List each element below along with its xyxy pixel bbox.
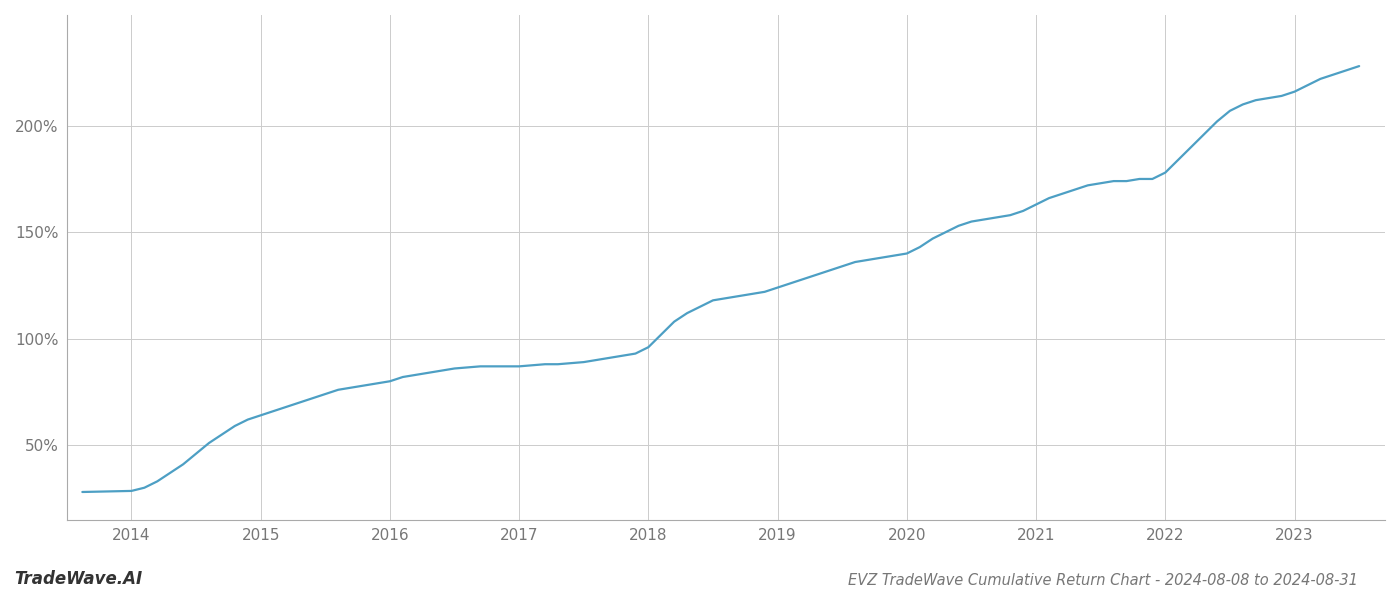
Text: TradeWave.AI: TradeWave.AI: [14, 570, 143, 588]
Text: EVZ TradeWave Cumulative Return Chart - 2024-08-08 to 2024-08-31: EVZ TradeWave Cumulative Return Chart - …: [848, 573, 1358, 588]
